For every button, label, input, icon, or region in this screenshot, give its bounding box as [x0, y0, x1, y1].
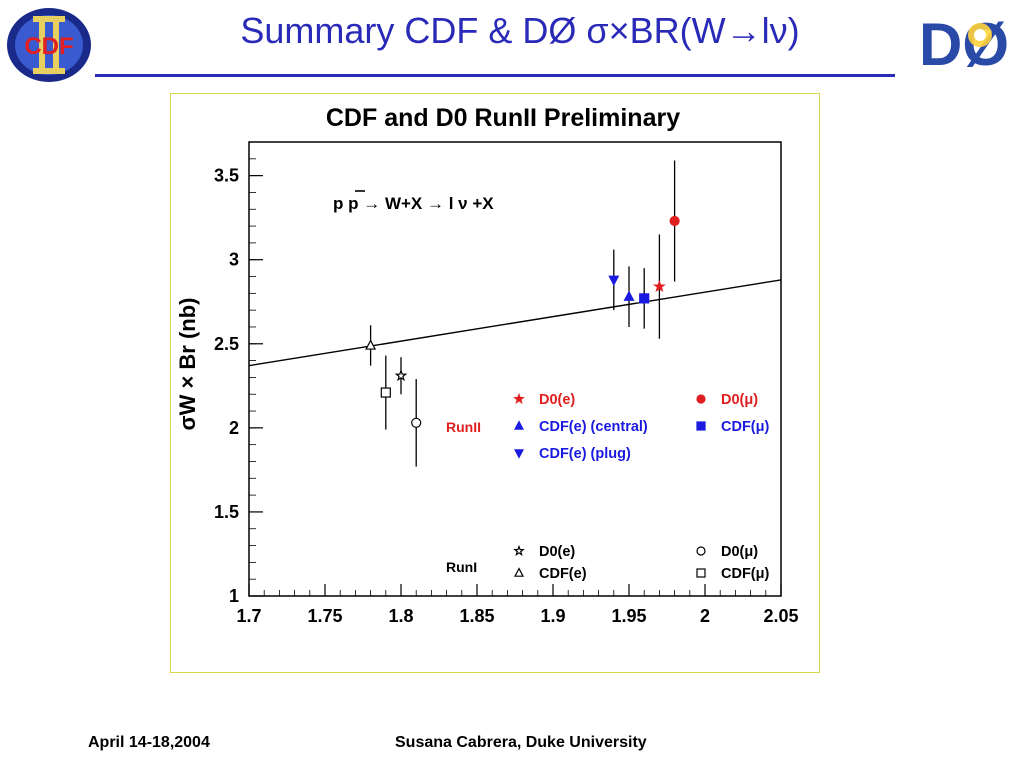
fit-line [248, 279, 782, 367]
legend-label: CDF(e) [539, 566, 587, 582]
data-point [411, 417, 422, 428]
legend-marker [514, 567, 524, 577]
data-points [365, 160, 680, 467]
x-tick-label: 2.05 [763, 606, 798, 626]
data-point [639, 293, 650, 304]
footer-author: Susana Cabrera, Duke University [395, 734, 647, 751]
legend-marker [696, 568, 706, 578]
y-tick-label: 3 [229, 250, 239, 270]
legend-label: D0(e) [539, 544, 575, 560]
footer-date: April 14-18,2004 [88, 734, 210, 751]
legend-label: CDF(e) (plug) [539, 446, 631, 462]
legend-marker [513, 392, 525, 405]
y-tick-label: 1 [229, 586, 239, 606]
legend-run2-label: RunII [446, 419, 481, 435]
legend-label: CDF(e) (central) [539, 419, 648, 435]
legend-label: CDF(μ) [721, 419, 770, 435]
legend-label: D0(μ) [721, 392, 758, 408]
x-tick-label: 1.7 [236, 606, 261, 626]
data-point [669, 215, 680, 227]
chart-title: CDF and D0 RunII Preliminary [326, 104, 680, 132]
plot-frame [248, 141, 782, 597]
data-point [394, 369, 408, 382]
d0-logo-text: DØ [919, 11, 1009, 78]
legend-marker [513, 544, 525, 557]
chart-legend: RunII RunI D0(e) D0(μ) CDF(e) (central) CDF… [446, 392, 770, 582]
data-point [608, 275, 620, 287]
cdf-logo-text: CDF [24, 33, 73, 60]
x-tick-label: 1.9 [540, 606, 565, 626]
data-point [623, 290, 635, 301]
y-tick-label: 3.5 [214, 166, 239, 186]
legend-marker [514, 449, 524, 459]
data-point [380, 387, 391, 398]
legend-run1-label: RunI [446, 559, 477, 575]
legend-marker [696, 546, 706, 556]
legend-label: D0(e) [539, 392, 575, 408]
x-tick-label: 1.75 [307, 606, 342, 626]
chart-frame: CDF and D0 RunII Preliminary 1.7 1.75 1.8 1… [170, 93, 820, 673]
chart-svg: CDF and D0 RunII Preliminary 1.7 1.75 1.8 1… [175, 104, 799, 626]
x-tick-label: 1.85 [459, 606, 494, 626]
x-tick-label: 2 [700, 606, 710, 626]
data-point [652, 279, 666, 293]
d0-logo: DØ [914, 5, 1014, 84]
legend-marker [514, 420, 524, 430]
cdf-logo: CDF [5, 6, 93, 89]
y-tick-label: 2.5 [214, 334, 239, 354]
legend-label: D0(μ) [721, 544, 758, 560]
x-tick-label: 1.8 [388, 606, 413, 626]
chart-axes: 1.7 1.75 1.8 1.85 1.9 1.95 2 2.05 1 1.5 2 2.5 3 3.5 [214, 141, 799, 626]
slide-title: Summary CDF & DØ σ×BR(W→lν) [240, 10, 800, 51]
y-tick-label: 2 [229, 418, 239, 438]
process-annotation: p p → W+X → l ν +X [333, 194, 494, 213]
y-axis-label: σW × Br (nb) [175, 298, 200, 431]
fit-line-group [248, 279, 782, 367]
legend-marker [696, 421, 706, 431]
data-point [365, 339, 377, 350]
title-underline [95, 74, 895, 77]
legend-marker [696, 394, 706, 404]
y-tick-label: 1.5 [214, 502, 239, 522]
legend-label: CDF(μ) [721, 566, 770, 582]
x-tick-label: 1.95 [611, 606, 646, 626]
